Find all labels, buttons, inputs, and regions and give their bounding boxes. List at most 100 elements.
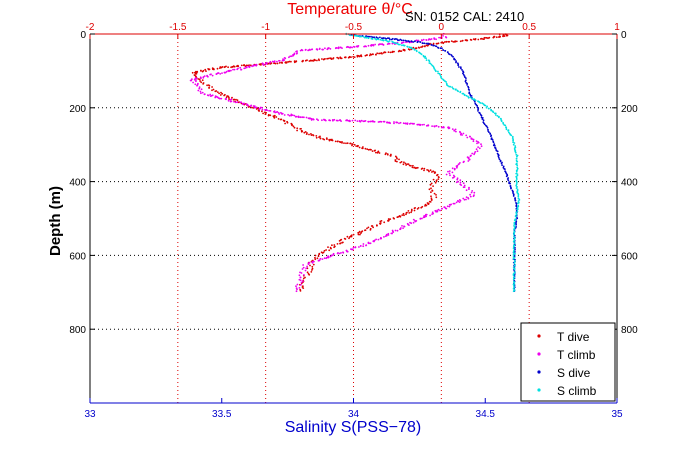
data-point: [269, 114, 272, 117]
data-point: [514, 145, 517, 147]
data-point: [405, 213, 407, 216]
data-point: [295, 290, 298, 293]
data-point: [291, 124, 293, 127]
data-point: [323, 249, 326, 252]
data-point: [399, 121, 402, 124]
data-point: [472, 140, 475, 143]
data-point: [316, 59, 318, 62]
data-point: [516, 173, 519, 176]
data-point: [306, 265, 308, 268]
data-point: [433, 38, 436, 40]
data-point: [464, 80, 467, 83]
data-point: [304, 269, 307, 272]
data-point: [327, 256, 330, 259]
data-point: [205, 70, 207, 72]
data-point: [397, 43, 400, 46]
data-point: [515, 170, 518, 173]
data-point: [465, 94, 468, 97]
data-point: [440, 126, 443, 129]
data-point: [249, 105, 252, 108]
data-point: [419, 124, 421, 127]
data-point: [435, 125, 437, 127]
data-point: [262, 64, 265, 66]
data-point: [318, 136, 320, 139]
data-point: [396, 216, 399, 219]
data-point: [517, 202, 519, 205]
data-point: [403, 161, 405, 164]
data-point: [316, 48, 318, 51]
data-point: [387, 220, 390, 222]
data-point: [364, 45, 366, 48]
data-point: [469, 96, 472, 99]
data-point: [346, 142, 349, 145]
data-point: [416, 208, 419, 210]
data-point: [282, 58, 284, 60]
data-point: [398, 122, 400, 125]
data-point: [430, 182, 433, 185]
data-point: [369, 242, 372, 245]
data-point: [510, 134, 513, 137]
data-point: [435, 194, 437, 196]
data-point: [468, 158, 471, 161]
data-point: [515, 187, 518, 190]
x-axis-label: Salinity S(PSS−78): [285, 419, 422, 436]
data-point: [477, 110, 479, 112]
data-point: [458, 66, 460, 68]
data-point: [264, 113, 267, 116]
data-point: [437, 178, 440, 181]
data-point: [273, 117, 276, 119]
data-point: [517, 197, 520, 200]
data-point: [460, 67, 462, 70]
data-point: [474, 101, 476, 103]
data-point: [240, 64, 243, 67]
data-point: [431, 125, 433, 127]
data-point: [492, 111, 495, 114]
data-point: [308, 133, 310, 136]
data-point: [376, 224, 378, 227]
data-point: [480, 114, 483, 117]
data-point: [433, 172, 436, 175]
data-point: [385, 234, 388, 237]
data-point: [505, 126, 508, 129]
series-s-dive: [348, 33, 519, 292]
data-point: [387, 51, 390, 53]
data-point: [435, 180, 438, 183]
data-point: [325, 249, 327, 251]
data-point: [398, 158, 400, 161]
data-point: [227, 66, 230, 69]
data-point: [505, 34, 508, 37]
temperature-tick-label: -1.5: [169, 22, 187, 33]
data-point: [516, 181, 518, 184]
data-point: [370, 120, 372, 123]
data-point: [469, 193, 471, 196]
data-point: [447, 40, 450, 43]
data-point: [304, 59, 307, 62]
data-point: [336, 56, 339, 59]
data-point: [455, 130, 457, 133]
data-point: [429, 62, 432, 65]
data-point: [223, 71, 226, 74]
data-point: [448, 205, 451, 208]
data-point: [356, 45, 359, 48]
data-point: [466, 82, 468, 85]
data-point: [502, 122, 505, 125]
data-point: [323, 138, 326, 141]
data-point: [349, 120, 351, 123]
data-point: [301, 116, 304, 119]
data-point: [290, 55, 293, 58]
data-point: [249, 64, 252, 67]
data-point: [359, 120, 362, 123]
data-point: [309, 49, 311, 51]
data-point: [445, 40, 448, 43]
data-point: [428, 43, 430, 45]
data-point: [408, 40, 411, 43]
data-point: [293, 126, 296, 129]
data-point: [367, 148, 370, 151]
data-point: [412, 164, 414, 167]
data-point: [311, 262, 314, 264]
data-point: [309, 59, 312, 62]
data-point: [367, 37, 370, 40]
data-point: [287, 113, 289, 116]
data-point: [412, 41, 415, 43]
data-point: [307, 263, 310, 265]
